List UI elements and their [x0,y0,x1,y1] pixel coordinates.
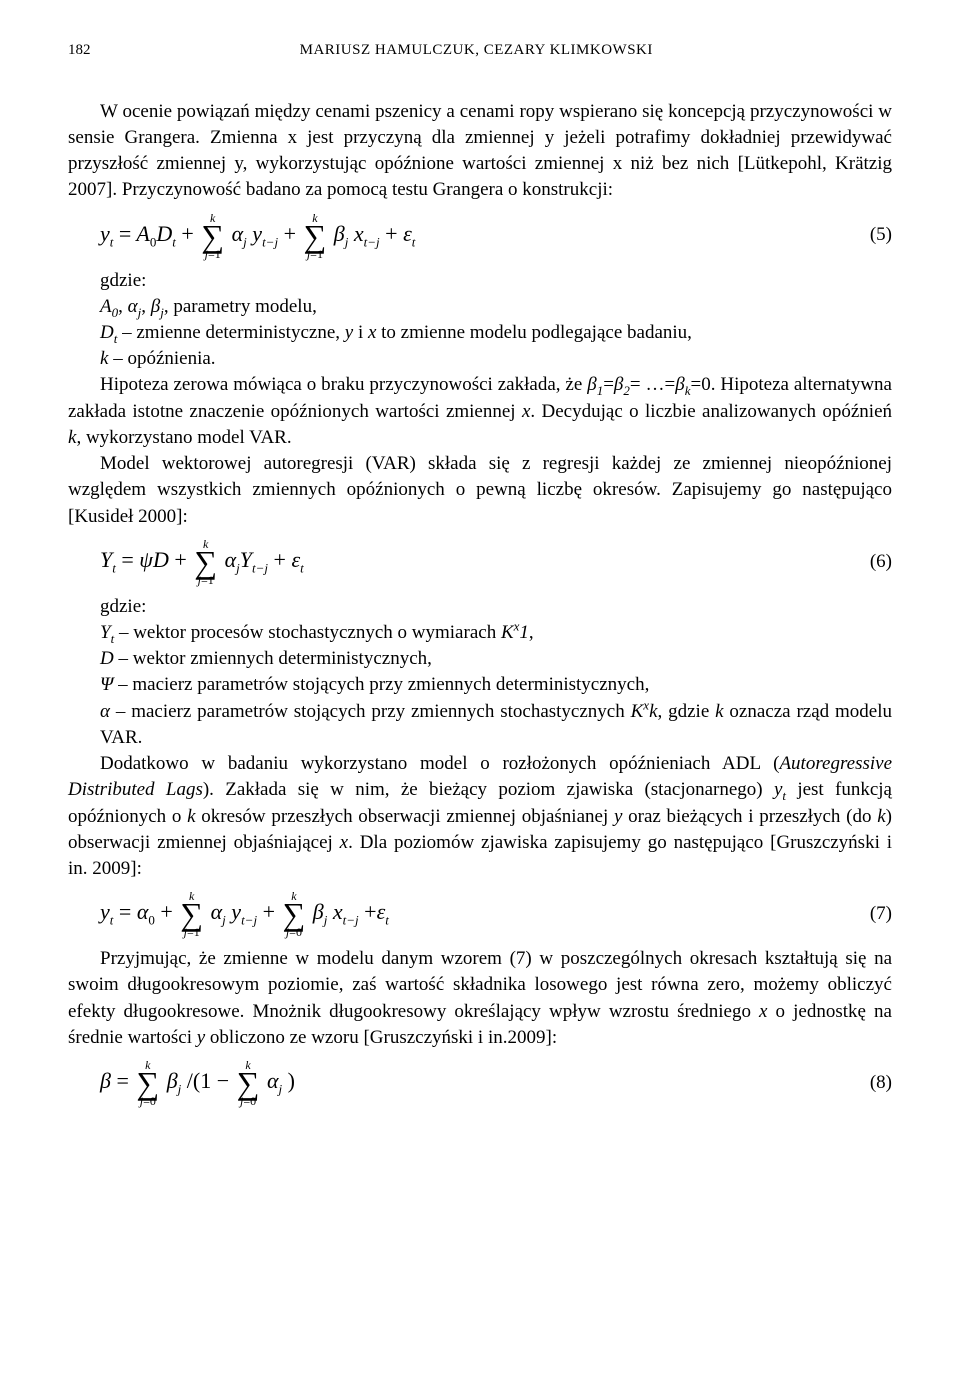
equation-7-number: (7) [870,901,892,927]
equation-7: yt = α0 + k∑j=1 αj yt−j + k∑j=0 βj xt−j … [100,890,892,938]
paragraph-hipoteza: Hipoteza zerowa mówiąca o braku przyczyn… [68,372,892,451]
paragraph-adl: Dodatkowo w badaniu wykorzystano model o… [68,751,892,882]
eq5-def-2: Dt – zmienne deterministyczne, y i x to … [100,320,892,346]
paragraph-mnoznik: Przyjmując, że zmienne w modelu danym wz… [68,946,892,1051]
equation-8: β = k∑j=0 βj /(1 − k∑j=0 αj ) (8) [100,1059,892,1107]
equation-5: yt = A0Dt + k∑j=1 αj yt−j + k∑j=1 βj xt−… [100,212,892,260]
running-header: MARIUSZ HAMULCZUK, CEZARY KLIMKOWSKI [91,40,863,61]
eq6-def-1: Yt – wektor procesów stochastycznych o w… [100,620,892,646]
equation-6: Yt = ψD + k∑j=1 αjYt−j + εt (6) [100,538,892,586]
eq6-def-4: α – macierz parametrów stojących przy zm… [100,699,892,751]
eq5-def-3: k – opóźnienia. [100,346,892,372]
equation-8-number: (8) [870,1070,892,1096]
where-label-6: gdzie: [68,594,892,620]
equation-5-number: (5) [870,222,892,248]
eq5-def-1: A0, αj, βj, parametry modelu, [100,294,892,320]
eq6-def-3: Ψ – macierz parametrów stojących przy zm… [100,672,892,698]
eq6-def-2: D – wektor zmiennych deterministycznych, [100,646,892,672]
equation-6-number: (6) [870,549,892,575]
paragraph-intro: W ocenie powiązań między cenami pszenicy… [68,99,892,204]
where-label-5: gdzie: [68,268,892,294]
page-number: 182 [68,40,91,61]
paragraph-var: Model wektorowej autoregresji (VAR) skła… [68,451,892,530]
